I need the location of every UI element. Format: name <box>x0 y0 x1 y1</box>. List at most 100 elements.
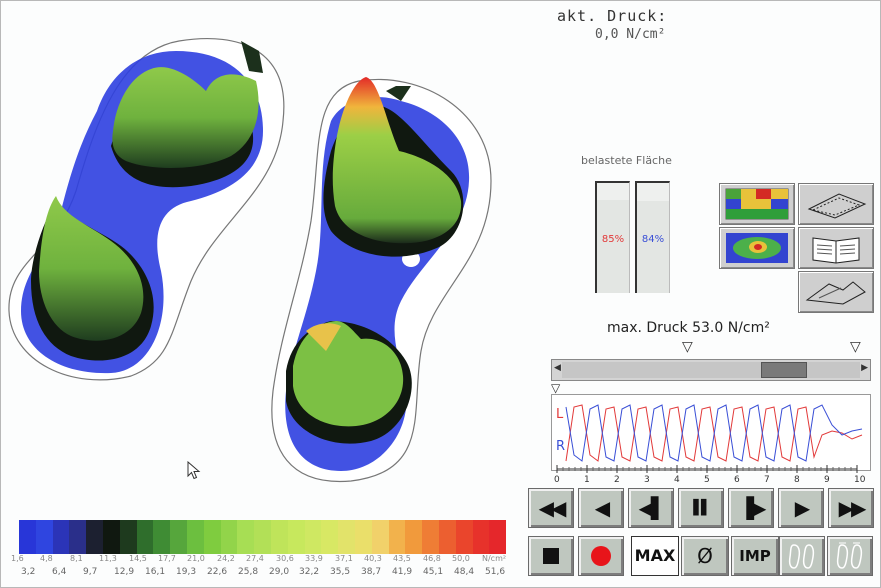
scale-swatch <box>35 520 53 554</box>
scale-top-labels: 1,6 4,8 8,1 11,3 14,5 17,7 21,0 24,2 27,4 30,6 33,… <box>11 554 511 566</box>
scale-swatch <box>287 520 305 554</box>
scale-top-label: N/cm² <box>482 554 507 563</box>
scale-swatch <box>338 520 355 554</box>
report-view-button[interactable] <box>798 227 874 269</box>
pause-button[interactable]: ▌▌ <box>678 488 724 528</box>
scale-swatch <box>203 520 221 554</box>
feet-compare-button[interactable] <box>827 536 873 576</box>
scale-bottom-label: 12,9 <box>114 567 135 577</box>
scale-swatch <box>170 520 187 554</box>
time-axis-ticks <box>556 465 858 473</box>
scale-bottom-label: 9,7 <box>83 567 98 577</box>
scale-bottom-label: 25,8 <box>238 567 259 577</box>
scale-top-label: 11,3 <box>99 554 117 563</box>
record-button[interactable] <box>578 536 624 576</box>
timeline-slider[interactable]: ◀ ▶ <box>551 359 871 381</box>
left-foot-label: L <box>556 407 564 422</box>
scale-swatch <box>371 520 389 554</box>
scale-bottom-labels: 3,2 6,4 9,7 12,9 16,1 19,3 22,6 25,8 29,0 32,2 35,… <box>21 567 516 580</box>
max-pressure-label: max. Druck 53.0 N/cm² <box>607 320 770 336</box>
mouse-pointer-icon <box>187 461 201 480</box>
time-tick-label: 0 <box>554 475 560 485</box>
scale-swatch <box>237 520 255 554</box>
slider-left-arrow-icon[interactable]: ◀ <box>554 363 561 373</box>
stop-icon <box>543 548 559 564</box>
scale-swatch <box>119 520 137 554</box>
slider-right-arrow-icon[interactable]: ▶ <box>861 363 868 373</box>
scale-swatch <box>136 520 154 554</box>
time-tick-label: 2 <box>614 475 620 485</box>
time-tick-label: 10 <box>854 475 866 485</box>
feet-icon <box>788 544 815 569</box>
step-back-button[interactable]: ◀ <box>578 488 624 528</box>
play-button[interactable]: ▶ <box>778 488 824 528</box>
slider-thumb[interactable] <box>761 362 807 378</box>
force-curve-plot <box>565 404 863 462</box>
slider-end-marker-icon: ▽ <box>850 339 861 355</box>
scale-top-label: 1,6 <box>11 554 24 563</box>
step-back-icon: ◀ <box>594 496 610 520</box>
scale-top-label: 30,6 <box>276 554 294 563</box>
stop-button[interactable] <box>528 536 574 576</box>
fast-forward-icon: ▶▶ <box>838 496 867 520</box>
pressure-color-scale <box>19 520 507 554</box>
max-button[interactable]: MAX <box>631 536 679 576</box>
frame-back-button[interactable]: ◀▌ <box>628 488 674 528</box>
time-axis: 0 1 2 3 4 5 6 7 8 9 10 <box>551 463 869 489</box>
scale-swatch <box>86 520 103 554</box>
force-curve-graph[interactable]: L R <box>551 394 871 471</box>
average-button[interactable]: Ø <box>681 536 729 576</box>
scale-swatch <box>220 520 238 554</box>
scale-swatch <box>354 520 372 554</box>
scale-top-label: 33,9 <box>305 554 323 563</box>
left-area-percent: 85% <box>601 234 625 245</box>
fast-forward-button[interactable]: ▶▶ <box>828 488 874 528</box>
scale-top-label: 8,1 <box>70 554 83 563</box>
scale-top-label: 40,3 <box>364 554 382 563</box>
graph-start-marker-icon: ▽ <box>551 381 561 395</box>
scale-bottom-label: 41,9 <box>392 567 413 577</box>
scale-bottom-label: 22,6 <box>207 567 228 577</box>
scale-swatch <box>153 520 171 554</box>
scale-bottom-label: 3,2 <box>21 567 36 577</box>
scale-swatch <box>19 520 36 554</box>
pressure-grid-icon <box>725 188 789 220</box>
frame-back-icon: ◀▌ <box>638 496 667 520</box>
scale-top-label: 27,4 <box>246 554 264 563</box>
fast-rewind-button[interactable]: ◀◀ <box>528 488 574 528</box>
scale-swatch <box>304 520 322 554</box>
time-tick-label: 9 <box>824 475 830 485</box>
scale-bottom-label: 35,5 <box>330 567 351 577</box>
current-pressure-label: akt. Druck: <box>557 7 668 25</box>
impulse-button[interactable]: IMP <box>731 536 779 576</box>
scale-top-label: 43,5 <box>393 554 411 563</box>
left-area-fill <box>597 199 629 293</box>
scale-swatch <box>254 520 271 554</box>
right-foot-label: R <box>556 439 566 454</box>
heatmap-icon <box>726 233 788 263</box>
grid-view-button[interactable] <box>719 183 795 225</box>
wireframe-view-button[interactable] <box>798 271 874 313</box>
scale-bottom-label: 16,1 <box>145 567 166 577</box>
scale-top-label: 24,2 <box>217 554 235 563</box>
scale-bottom-label: 45,1 <box>423 567 444 577</box>
scale-bottom-label: 6,4 <box>52 567 67 577</box>
scale-top-label: 4,8 <box>40 554 53 563</box>
scale-swatch <box>422 520 439 554</box>
scale-top-label: 37,1 <box>335 554 353 563</box>
frame-forward-button[interactable]: ▐▶ <box>728 488 774 528</box>
scale-bottom-label: 51,6 <box>485 567 506 577</box>
scale-swatch <box>102 520 120 554</box>
time-tick-label: 6 <box>734 475 740 485</box>
right-area-percent: 84% <box>641 234 665 245</box>
time-tick-label: 3 <box>644 475 650 485</box>
scale-bottom-label: 48,4 <box>454 567 475 577</box>
heatmap-view-button[interactable] <box>719 227 795 269</box>
max-label: MAX <box>634 546 676 565</box>
foot-pressure-view <box>8 38 492 483</box>
3d-view-button[interactable] <box>798 183 874 225</box>
feet-view-button[interactable] <box>779 536 825 576</box>
scale-swatch <box>489 520 507 554</box>
scale-top-label: 46,8 <box>423 554 441 563</box>
scale-swatch <box>186 520 204 554</box>
